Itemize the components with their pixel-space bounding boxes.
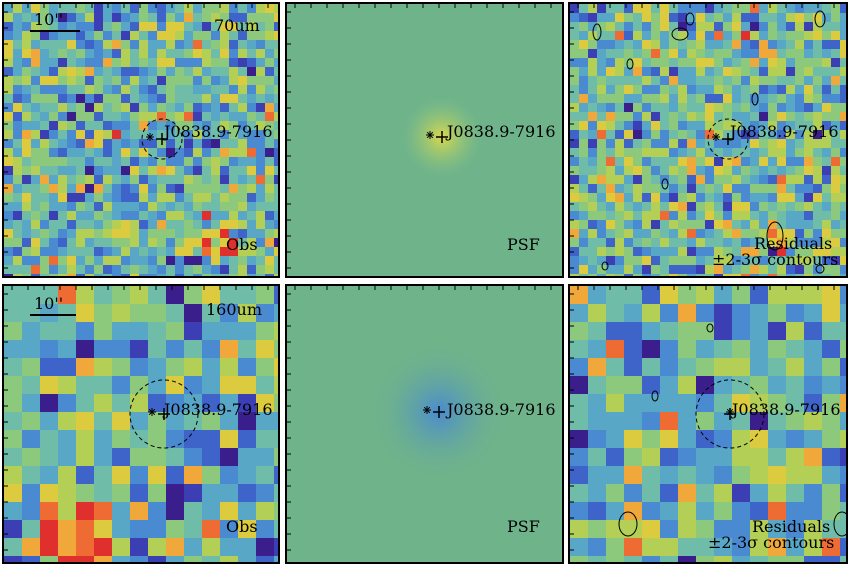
source-name-label: J0838.9-7916 — [447, 400, 556, 419]
psf-70um-map — [287, 4, 562, 276]
band-label: 160um — [206, 300, 263, 319]
obs-70um-panel: 10'' 70um J0838.9-7916 Obs — [2, 2, 280, 278]
residual-160um-map — [570, 286, 846, 562]
psf-160um-map — [287, 286, 562, 562]
obs-label: Obs — [226, 235, 258, 254]
scale-bar-label: 10'' — [34, 294, 64, 313]
residual-label-line2: ±2-3σ contours — [708, 533, 835, 552]
obs-label: Obs — [226, 517, 258, 536]
source-name-label: J0838.9-7916 — [164, 400, 273, 419]
residual-160um-panel: J0838.9-7916 Residuals ±2-3σ contours — [568, 284, 848, 564]
scale-bar — [30, 30, 80, 32]
psf-160um-panel: J0838.9-7916 PSF — [285, 284, 564, 564]
psf-label: PSF — [507, 517, 540, 536]
source-name-label: J0838.9-7916 — [164, 122, 273, 141]
residual-label-line1: Residuals — [754, 234, 833, 253]
obs-70um-map — [4, 4, 278, 276]
scale-bar-label: 10'' — [34, 10, 64, 29]
psf-label: PSF — [507, 235, 540, 254]
psf-70um-panel: J0838.9-7916 PSF — [285, 2, 564, 278]
obs-160um-panel: 10'' 160um J0838.9-7916 Obs — [2, 284, 280, 564]
source-name-label: J0838.9-7916 — [732, 400, 841, 419]
residual-label-line2: ±2-3σ contours — [712, 250, 839, 269]
band-label: 70um — [214, 16, 260, 35]
residual-70um-panel: J0838.9-7916 Residuals ±2-3σ contours — [568, 2, 848, 278]
scale-bar — [30, 314, 76, 316]
residual-label-line1: Residuals — [752, 517, 831, 536]
source-name-label: J0838.9-7916 — [730, 122, 839, 141]
source-name-label: J0838.9-7916 — [447, 122, 556, 141]
